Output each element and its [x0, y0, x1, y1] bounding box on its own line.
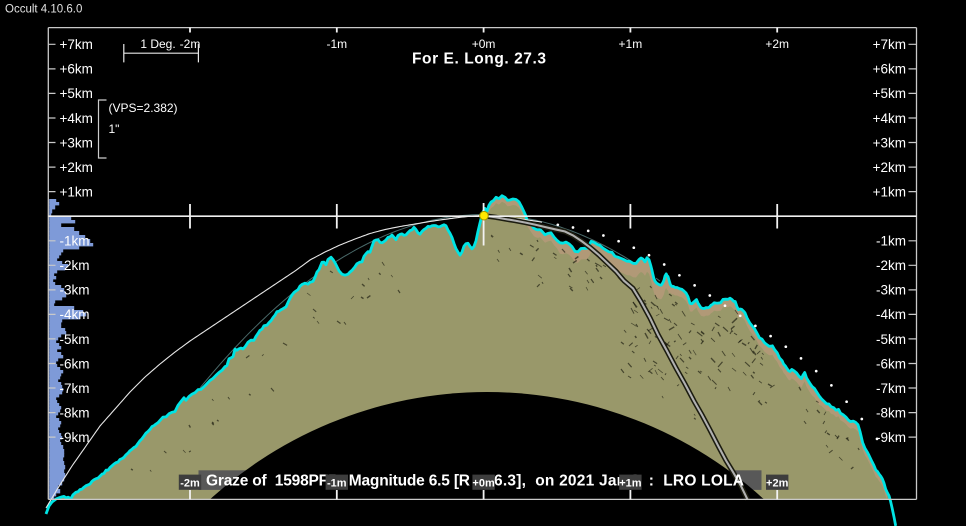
- svg-text:-5km: -5km: [876, 332, 906, 347]
- svg-text:For E. Long. 27.3: For E. Long. 27.3: [412, 51, 546, 68]
- svg-text:+2m: +2m: [766, 477, 789, 489]
- svg-text:-2km: -2km: [876, 258, 906, 273]
- svg-text:+5km: +5km: [873, 86, 906, 101]
- svg-text:1": 1": [109, 122, 120, 136]
- svg-text:+1m: +1m: [619, 37, 643, 51]
- svg-text:-3km: -3km: [60, 283, 90, 298]
- svg-text:+0m: +0m: [472, 477, 495, 489]
- svg-text:+1m: +1m: [619, 477, 642, 489]
- svg-text:-3km: -3km: [876, 283, 906, 298]
- svg-text:+3km: +3km: [60, 135, 93, 150]
- svg-text:-1m: -1m: [327, 477, 347, 489]
- svg-text:+3km: +3km: [873, 135, 906, 150]
- svg-text:+2km: +2km: [873, 160, 906, 175]
- svg-text:-2m: -2m: [180, 477, 200, 489]
- svg-text:-8km: -8km: [876, 405, 906, 420]
- svg-text:-1m: -1m: [326, 37, 347, 51]
- svg-text:-2m: -2m: [180, 37, 201, 51]
- svg-text:-9km: -9km: [60, 430, 90, 445]
- svg-text:-1km: -1km: [876, 234, 906, 249]
- svg-text:+6km: +6km: [60, 62, 93, 77]
- svg-text:+4km: +4km: [873, 111, 906, 126]
- svg-text:1 Deg.: 1 Deg.: [140, 37, 175, 51]
- svg-text:(VPS=2.382): (VPS=2.382): [109, 101, 178, 115]
- svg-text:+0m: +0m: [472, 37, 496, 51]
- svg-text:-4km: -4km: [876, 307, 906, 322]
- svg-text:-9km: -9km: [876, 430, 906, 445]
- svg-text:-7km: -7km: [60, 381, 90, 396]
- svg-text:Occult 4.10.6.0: Occult 4.10.6.0: [5, 4, 82, 16]
- svg-text:6.3], on 2021 Jan 3 : LRO L: 6.3], on 2021 Jan 3 : LRO LOLA: [494, 472, 744, 489]
- svg-text:+4km: +4km: [60, 111, 93, 126]
- svg-text:+2km: +2km: [60, 160, 93, 175]
- svg-text:-4km: -4km: [60, 307, 90, 322]
- svg-text:+7km: +7km: [873, 37, 906, 52]
- svg-text:-8km: -8km: [60, 405, 90, 420]
- svg-text:+1km: +1km: [60, 184, 93, 199]
- svg-text:-2km: -2km: [60, 258, 90, 273]
- svg-text:+5km: +5km: [60, 86, 93, 101]
- svg-text:+1km: +1km: [873, 184, 906, 199]
- svg-text:-5km: -5km: [60, 332, 90, 347]
- svg-text:-6km: -6km: [876, 356, 906, 371]
- svg-text:-1km: -1km: [60, 234, 90, 249]
- svg-text:+2m: +2m: [765, 37, 789, 51]
- svg-text:+6km: +6km: [873, 62, 906, 77]
- svg-text:-6km: -6km: [60, 356, 90, 371]
- svg-text:-7km: -7km: [876, 381, 906, 396]
- svg-text:+7km: +7km: [60, 37, 93, 52]
